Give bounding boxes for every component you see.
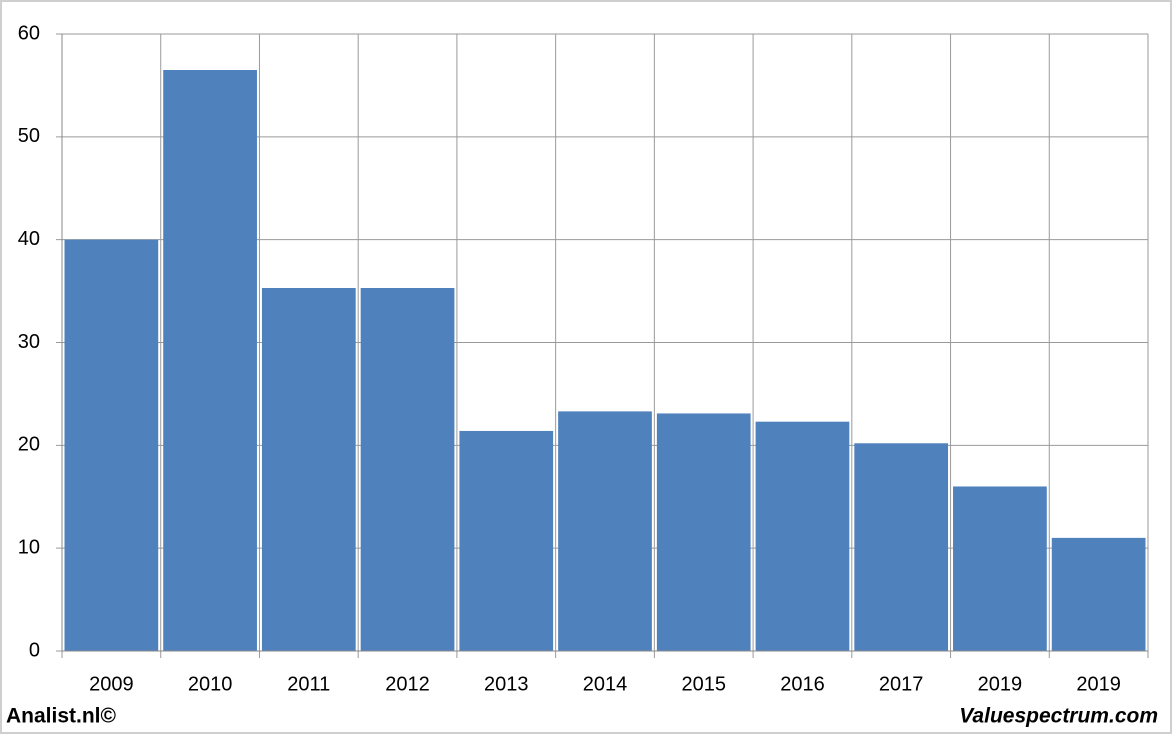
y-tick-label: 20 [18, 434, 40, 456]
bar [64, 239, 159, 651]
footer-left: Analist.nl© [6, 705, 117, 728]
x-tick-label: 2013 [484, 673, 529, 695]
x-tick-label: 2019 [1076, 673, 1121, 695]
footer-right: Valuespectrum.com [959, 705, 1158, 728]
bar [261, 287, 356, 651]
x-tick-label: 2017 [879, 673, 924, 695]
bar [953, 486, 1047, 651]
y-tick-label: 10 [18, 536, 40, 558]
x-tick-label: 2015 [681, 673, 726, 695]
bar [360, 287, 455, 651]
bar [656, 413, 751, 651]
bar [1051, 537, 1146, 651]
y-tick-label: 60 [18, 22, 40, 44]
y-tick-label: 30 [18, 331, 40, 353]
bar [163, 69, 257, 651]
x-tick-label: 2012 [385, 673, 430, 695]
x-tick-label: 2011 [287, 673, 330, 695]
bar [558, 411, 652, 651]
y-tick-label: 50 [18, 125, 40, 147]
x-tick-label: 2019 [978, 673, 1023, 695]
bar [459, 430, 554, 651]
bar [755, 421, 850, 651]
x-tick-label: 2009 [89, 673, 134, 695]
x-tick-label: 2010 [188, 673, 233, 695]
y-tick-label: 40 [18, 228, 40, 250]
bar [854, 443, 949, 651]
y-tick-label: 0 [29, 639, 40, 661]
x-tick-label: 2016 [780, 673, 825, 695]
x-tick-label: 2014 [583, 673, 628, 695]
